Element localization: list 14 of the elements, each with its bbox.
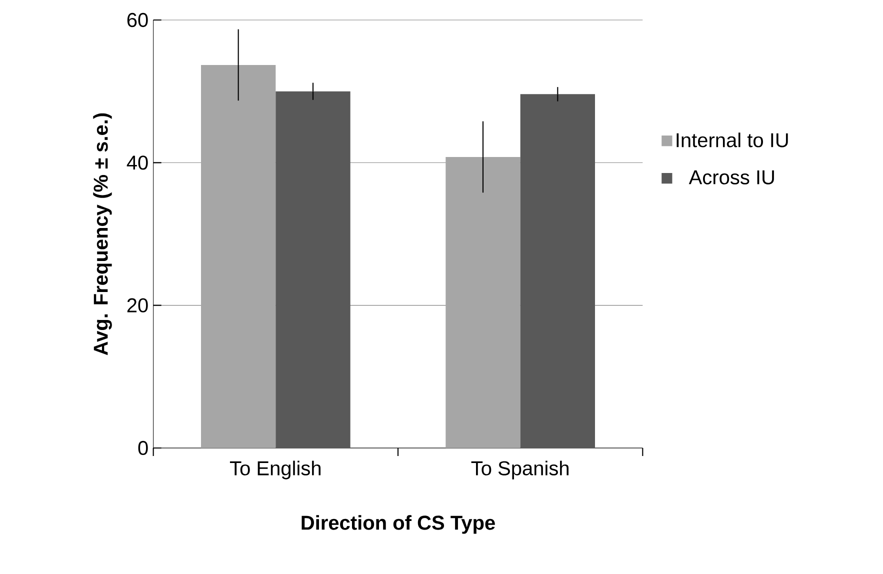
x-tick-label: To English bbox=[230, 460, 320, 480]
legend-label: Internal to IU bbox=[676, 132, 788, 148]
bar bbox=[201, 64, 276, 448]
y-tick-label: 20 bbox=[127, 298, 148, 312]
y-tick-label: 0 bbox=[138, 440, 148, 456]
bar bbox=[446, 156, 520, 448]
x-tick-label: To Spanish bbox=[471, 460, 568, 480]
y-tick-label: 40 bbox=[126, 156, 148, 170]
y-axis-title: Avg. Frequency (% ± s.e.) bbox=[93, 113, 112, 356]
legend-label: Across IU bbox=[688, 170, 774, 184]
bar bbox=[520, 94, 595, 448]
x-axis-title: Direction of CS Type bbox=[302, 515, 495, 534]
bar bbox=[276, 91, 350, 448]
y-tick-label: 60 bbox=[127, 12, 148, 28]
